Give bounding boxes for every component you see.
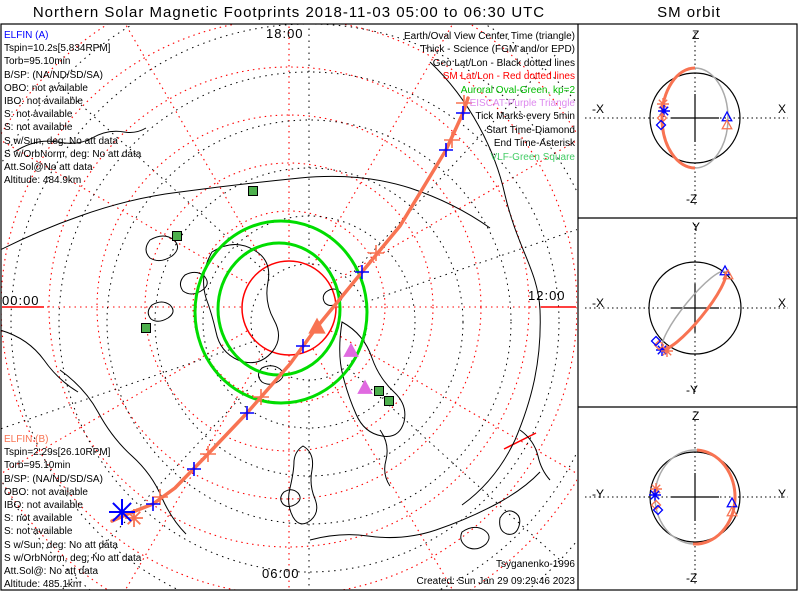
info-line: OBO: not available [4, 486, 88, 498]
legend-item: Thick - Science (FGM and/or EPD) [420, 44, 575, 56]
legend-item: Auroral Oval-Green, kp=2 [460, 84, 575, 96]
orbit-nearside [660, 66, 696, 170]
frame-borders [0, 23, 798, 591]
info-line: B/SP: (NA/ND/SD/SA) [4, 69, 103, 81]
elfin-a-info-panel: ELFIN (A) Tspin=10.2s[5.834RPM] Torb=95.… [4, 29, 141, 187]
axis-label: X [778, 296, 787, 310]
info-line: IBO: not available [4, 96, 83, 108]
info-line: S w/OrbNorm, deg: No att data [4, 552, 142, 564]
info-line: Att.Sol@: No att data [4, 566, 99, 578]
center-cross [671, 94, 719, 142]
info-line: IBO: not available [4, 500, 83, 512]
axis-label: -Y [686, 383, 698, 397]
axis-label: Z [692, 28, 700, 42]
mlt-label-18: 18:00 [266, 26, 304, 41]
axis-label: Y [692, 220, 701, 234]
legend-item: End Time-Asterisk [493, 138, 575, 150]
info-line: S w/OrbNorm, deg: No att data [4, 148, 142, 160]
coastlines [1, 61, 551, 550]
legend-item: SM Lat/Lon - Red dotted lines [442, 71, 575, 83]
info-line: Altitude: 484.9km [4, 175, 82, 187]
model-credit: Tsyganenko-1996 [496, 559, 575, 570]
info-line: S: not available [4, 526, 73, 538]
legend-item: Geo Lat/Lon - Black dotted lines [432, 57, 575, 69]
info-line: Torb=95.10min [4, 460, 71, 472]
info-line: Altitude: 485.1km [4, 579, 82, 591]
center-cross [671, 473, 719, 521]
orbit-panel-yz [585, 411, 788, 585]
info-line: S w/Sun, deg: No att data [4, 135, 118, 147]
earth-circle [649, 72, 741, 164]
orbit-nearside [692, 448, 737, 546]
earth-circle [648, 261, 742, 355]
axis-label: -Z [686, 571, 698, 585]
mlt-label-00: 00:00 [2, 293, 40, 308]
info-line: Tspin=2.29s[26.10RPM] [4, 447, 111, 459]
satellite-footprint-track [109, 95, 472, 527]
earth-circle [649, 451, 741, 543]
elfin-b-label: ELFIN (B) [4, 434, 49, 445]
sm-solid-lines [2, 260, 576, 450]
legend-item: Tick Marks every 5min [475, 111, 575, 123]
elfin-a-label: ELFIN (A) [4, 30, 49, 41]
info-line: Att.Sol@No att data [4, 162, 93, 174]
mlt-label-06: 06:00 [262, 566, 300, 581]
orbit-panel-xz [585, 32, 788, 206]
mlt-label-12: 12:00 [528, 288, 566, 303]
info-line: S: not available [4, 109, 73, 121]
info-line: Tspin=10.2s[5.834RPM] [4, 43, 111, 55]
created-timestamp: Created: Sun Jan 29 09:29:46 2023 [416, 576, 575, 587]
legend-item: Start Time-Diamond [486, 124, 575, 136]
legend-item: EISCAT-Purple Triangle [469, 98, 575, 110]
axis-label: -X [592, 102, 604, 116]
legend-item: Earth/Oval View Center Time (triangle) [404, 31, 575, 42]
orbit-panel-xy [585, 224, 788, 394]
elfin-b-info-panel: ELFIN (B) Tspin=2.29s[26.10RPM] Torb=95.… [4, 433, 141, 591]
info-line: S w/Sun, deg: No att data [4, 539, 118, 551]
axis-label: -X [592, 296, 604, 310]
sm-orbit-title: SM orbit [657, 4, 721, 21]
axis-label: -Z [686, 192, 698, 206]
axis-label: -Y [592, 487, 604, 501]
legend-item: VLF-Green Square [490, 151, 576, 163]
page-title: Northern Solar Magnetic Footprints 2018-… [32, 4, 546, 21]
info-line: OBO: not available [4, 82, 88, 94]
orbit-panel-markers [649, 98, 738, 517]
axis-label: Y [778, 487, 787, 501]
info-line: Torb=95.10min [4, 56, 71, 68]
inner-red-circle [241, 260, 337, 356]
orbit-farside [661, 270, 726, 349]
info-line: S: not available [4, 122, 73, 134]
map-legend: Earth/Oval View Center Time (triangle) T… [404, 30, 575, 164]
axis-label: X [778, 102, 787, 116]
info-line: S: not available [4, 513, 73, 525]
sm-grid [1, 24, 577, 590]
axis-label: Z [692, 409, 700, 423]
orbit-farside [694, 67, 729, 169]
info-line: B/SP: (NA/ND/SD/SA) [4, 473, 103, 485]
